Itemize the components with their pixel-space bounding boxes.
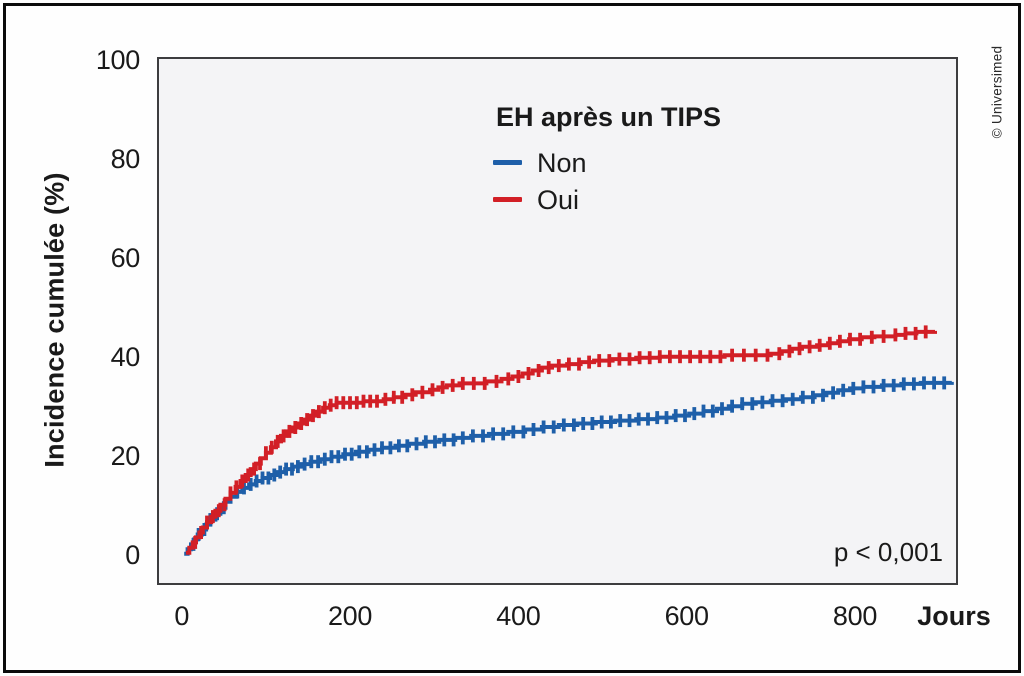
y-tick-label: 60 <box>110 243 141 274</box>
y-tick-label: 40 <box>110 342 141 373</box>
y-tick-label: 0 <box>125 540 140 571</box>
x-axis-title: Jours <box>917 601 991 631</box>
p-value-annotation: p < 0,001 <box>833 537 943 567</box>
legend-line-swatch <box>493 197 522 202</box>
legend-title: EH après un TIPS <box>496 102 722 132</box>
x-tick-label: 0 <box>174 601 190 631</box>
plot-area: EH après un TIPS Non Oui p < 0,001 <box>157 57 958 585</box>
cumulative-incidence-curves <box>184 325 954 556</box>
legend-items: Non Oui <box>493 144 721 218</box>
copyright-credit: © Universimed <box>989 45 1005 139</box>
legend-item-oui: Oui <box>493 181 721 218</box>
y-axis-title: Incidence cumulée (%) <box>39 172 70 468</box>
x-tick-label: 400 <box>496 601 541 631</box>
y-tick-label: 100 <box>95 44 140 75</box>
legend-item-non: Non <box>493 144 721 181</box>
legend-line-swatch <box>493 160 522 165</box>
x-tick-label: 800 <box>832 601 878 631</box>
legend: EH après un TIPS Non Oui <box>493 103 721 218</box>
y-tick-label: 20 <box>110 441 141 472</box>
legend-label: Non <box>537 147 587 178</box>
x-tick-label: 600 <box>664 601 709 631</box>
y-tick-label: 80 <box>110 144 141 175</box>
x-tick-label: 200 <box>327 601 373 631</box>
legend-label: Oui <box>537 184 580 215</box>
